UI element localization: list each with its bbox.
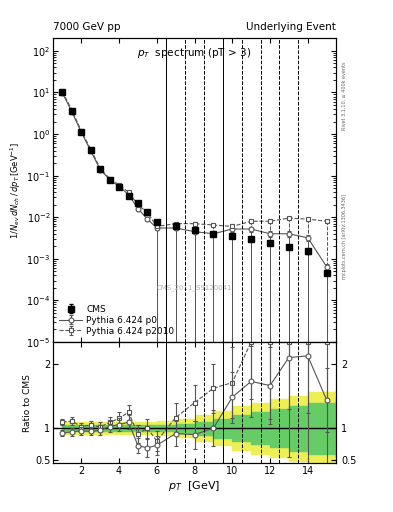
Legend: CMS, Pythia 6.424 p0, Pythia 6.424 p2010: CMS, Pythia 6.424 p0, Pythia 6.424 p2010 bbox=[57, 303, 176, 337]
Text: $p_T$  spectrum (pT > 3): $p_T$ spectrum (pT > 3) bbox=[138, 46, 252, 60]
Text: 7000 GeV pp: 7000 GeV pp bbox=[53, 22, 121, 32]
Text: Underlying Event: Underlying Event bbox=[246, 22, 336, 32]
Text: Rivet 3.1.10, ≥ 400k events: Rivet 3.1.10, ≥ 400k events bbox=[342, 61, 347, 130]
Text: CMS_2011_S9120041: CMS_2011_S9120041 bbox=[157, 284, 232, 291]
X-axis label: $p_T$  [GeV]: $p_T$ [GeV] bbox=[169, 479, 220, 493]
Text: mcplots.cern.ch [arXiv:1306.3436]: mcplots.cern.ch [arXiv:1306.3436] bbox=[342, 195, 347, 280]
Y-axis label: $1/N_{ev}\,dN_{ch}\,/\,dp_T\,[\rm GeV^{-1}]$: $1/N_{ev}\,dN_{ch}\,/\,dp_T\,[\rm GeV^{-… bbox=[9, 141, 23, 239]
Y-axis label: Ratio to CMS: Ratio to CMS bbox=[23, 374, 32, 432]
